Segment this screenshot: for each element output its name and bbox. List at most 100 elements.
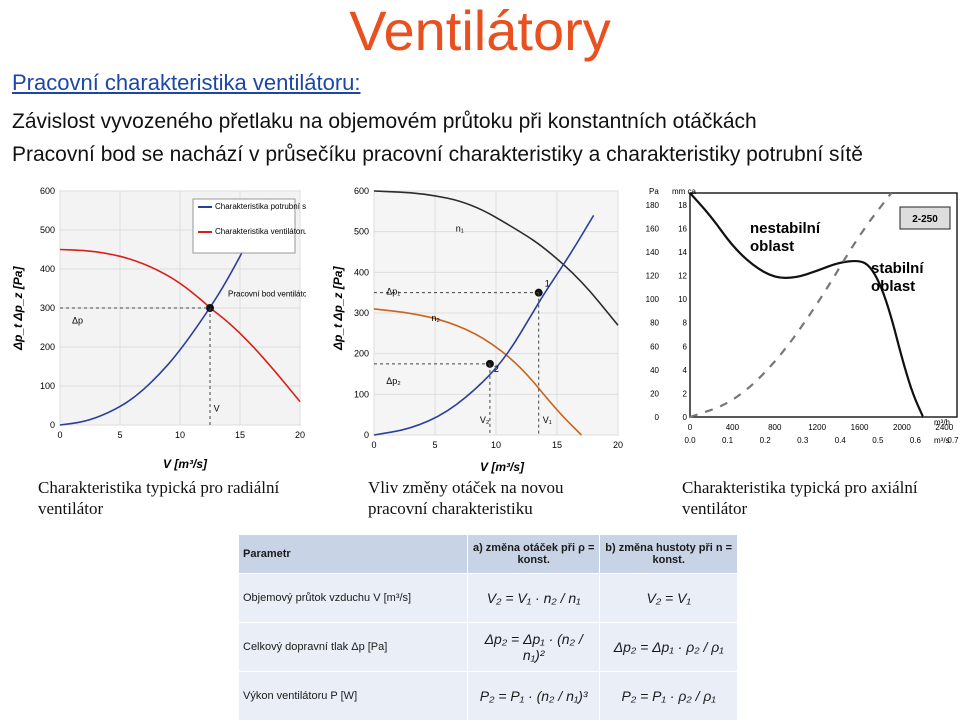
x-tick-label-ms: 0.2 [760,436,772,445]
chart1-legend: Charakteristika potrubní sítě Charakteri… [192,198,306,254]
y-tick-label: 20 [650,389,659,398]
x-tick-label: 0 [688,423,693,432]
y-tick-label: 200 [354,349,369,359]
caption-speed: Vliv změny otáček na novou pracovní char… [368,478,564,518]
y-tick-label: 400 [40,264,55,274]
v-label: V [214,403,220,413]
y-tick-label: 500 [354,227,369,237]
y-tick-label-mm: 16 [678,224,687,233]
y-tick-label: 80 [650,319,659,328]
x-tick-label-ms: 0.4 [835,436,847,445]
caption-radial: Charakteristika typická pro radiální ven… [38,478,280,518]
y-tick-label: 180 [646,201,660,210]
operating-point-marker [534,288,543,297]
chart3-xlabel: m³/h [934,418,950,427]
section-subtitle: Pracovní charakteristika ventilátoru: [12,70,361,95]
table-cell-formula: Δp₂ = Δp₁ · (n₂ / n₁)² [466,622,601,672]
chart1-legend-item-1: Charakteristika potrubní sítě [215,202,306,211]
x-tick-label: 10 [175,430,185,440]
chart2-annotation: Δp₂ [386,376,401,386]
chart2-ylabel: Δp_t Δp_z [Pa] [331,266,345,351]
y-tick-label: 100 [40,381,55,391]
chart3-stable-label: stabilní oblast [871,260,924,295]
y-tick-label-mm: 8 [683,319,688,328]
series-line-3 [373,214,595,436]
y-tick-label-mm: 4 [683,366,688,375]
chart2-annotation: V₁ [543,415,552,425]
x-tick-label: 0 [371,440,376,450]
series-line-1 [373,190,619,326]
chart2-annotation: n₂ [431,313,440,323]
caption-axial: Charakteristika typická pro axiální vent… [682,478,918,518]
y-tick-label-mm: 10 [678,295,687,304]
x-tick-label: 1200 [808,423,826,432]
delta-p-label: Δp [72,316,83,326]
chart3-xlabel2: m³/s [934,436,950,445]
x-tick-label: 400 [726,423,740,432]
table-header-parametr: Parametr [238,534,468,574]
table-cell-formula: P₂ = P₁ · (n₂ / n₁)³ [466,671,601,721]
table-cell-param: Výkon ventilátoru P [W] [238,671,468,721]
chart2-annotation: n₁ [456,224,464,234]
y-tick-label: 60 [650,342,659,351]
x-tick-label: 20 [295,430,305,440]
x-tick-label-ms: 0.1 [722,436,734,445]
table-row: Výkon ventilátoru P [W] P₂ = P₁ · (n₂ / … [238,671,738,721]
x-tick-label: 5 [117,430,122,440]
y-tick-label: 500 [40,225,55,235]
y-tick-label: 600 [354,186,369,196]
y-tick-label: 40 [650,366,659,375]
chart2-annotation: V₂ [480,415,490,425]
series-line-2 [59,248,301,403]
chart3-unstable-label: nestabilní oblast [750,220,821,255]
x-tick-label-ms: 0.6 [910,436,922,445]
table-cell-formula: P₂ = P₁ · ρ₂ / ρ₁ [599,671,738,721]
x-tick-label: 0 [57,430,62,440]
chart3-ylabel-mm: mm ca [672,187,697,196]
table-cell-formula: V₂ = V₁ [599,573,738,623]
x-tick-label: 800 [768,423,782,432]
y-tick-label: 0 [655,413,660,422]
y-tick-label: 200 [40,342,55,352]
y-tick-label-mm: 18 [678,201,687,210]
chart3-ylabel-pa: Pa [649,187,659,196]
y-tick-label-mm: 14 [678,248,687,257]
page-title: Ventilátory [349,0,611,62]
x-tick-label: 20 [613,440,623,450]
chart2-annotation: 1 [545,279,550,289]
table-cell-formula: Δp₂ = Δp₁ · ρ₂ / ρ₁ [599,622,738,672]
x-tick-label-ms: 0.5 [872,436,884,445]
chart2-annotation: Δp₁ [386,287,400,297]
x-tick-label: 2000 [893,423,911,432]
table-row: Celkový dopravní tlak Δp [Pa] Δp₂ = Δp₁ … [238,622,738,672]
x-tick-label-ms: 0.0 [684,436,696,445]
table-header-speed: a) změna otáček při ρ = konst. [466,534,601,574]
table-header-density: b) změna hustoty při n = konst. [599,534,738,574]
chart3-plot-area [689,192,958,418]
x-tick-label: 15 [552,440,562,450]
similarity-table: Parametr a) změna otáček při ρ = konst. … [238,534,738,721]
chart3-model-box [899,206,951,230]
chart1-ylabel: Δp_t Δp_z [Pa] [11,266,25,351]
x-tick-label: 15 [235,430,245,440]
y-tick-label-mm: 12 [678,272,687,281]
table-row: Objemový průtok vzduchu V [m³/s] V₂ = V₁… [238,573,738,623]
series-line-2 [373,308,582,436]
y-tick-label-mm: 6 [683,342,688,351]
chart3-model-label: 2-250 [912,214,938,225]
y-tick-label: 600 [40,186,55,196]
y-tick-label: 0 [50,420,55,430]
x-tick-label: 2400 [935,423,953,432]
table-cell-param: Celkový dopravní tlak Δp [Pa] [238,622,468,672]
y-tick-label: 0 [364,430,369,440]
y-tick-label: 300 [354,308,369,318]
y-tick-label: 100 [354,389,369,399]
description-line-2: Pracovní bod se nachází v průsečíku prac… [12,143,863,166]
y-tick-label-mm: 2 [683,389,688,398]
series-line-1 [689,192,925,418]
table-cell-formula: V₂ = V₁ · n₂ / n₁ [466,573,601,623]
series-line-2 [689,192,893,419]
x-tick-label: 1600 [851,423,869,432]
table-cell-param: Objemový průtok vzduchu V [m³/s] [238,573,468,623]
